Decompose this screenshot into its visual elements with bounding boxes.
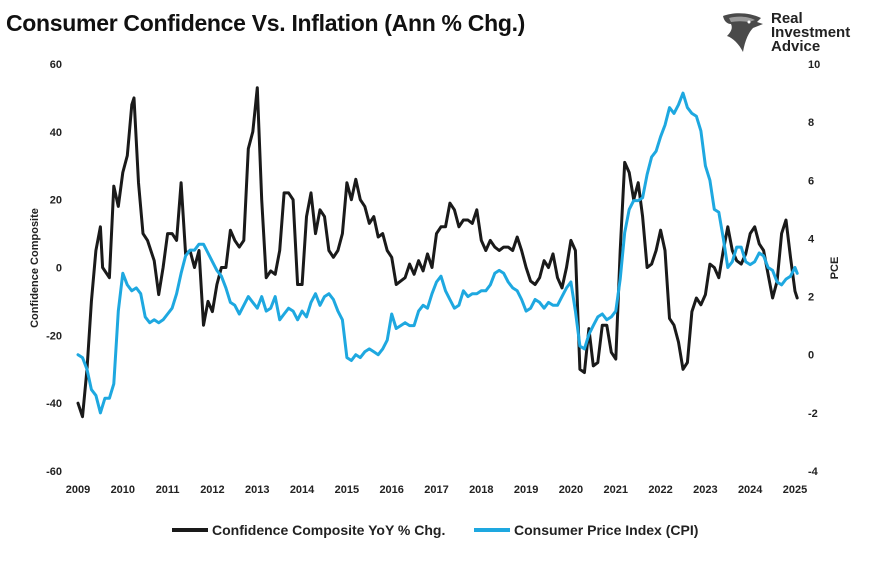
x-tick-label: 2016 [379,484,403,496]
x-tick-label: 2009 [66,484,90,496]
left-tick-label: 40 [50,127,62,139]
x-tick-label: 2023 [693,484,717,496]
legend-item-confidence: Confidence Composite YoY % Chg. [172,522,445,538]
y-axis-label-right: PCE [829,257,841,280]
right-tick-label: -4 [808,466,819,478]
right-tick-label: 2 [808,292,814,304]
right-tick-label: 8 [808,117,814,129]
brand-logo: Real Investment Advice [719,10,869,60]
left-tick-label: 0 [56,263,62,275]
x-tick-label: 2020 [559,484,583,496]
x-tick-label: 2014 [290,484,315,496]
x-tick-label: 2017 [424,484,448,496]
left-tick-label: -20 [46,330,62,342]
x-tick-label: 2015 [335,484,359,496]
chart-legend: Confidence Composite YoY % Chg. Consumer… [0,522,879,546]
logo-line1: Real [771,10,803,27]
legend-label-confidence: Confidence Composite YoY % Chg. [212,522,446,538]
series-line-cpi [76,91,799,415]
logo-line2: Investment [771,24,851,41]
right-axis-ticks: 10 8 6 4 2 0 -2 -4 [808,59,820,478]
right-tick-label: 10 [808,59,820,71]
x-tick-label: 2022 [648,484,672,496]
x-tick-label: 2024 [738,484,763,496]
right-tick-label: -2 [808,408,818,420]
x-tick-label: 2011 [156,484,180,496]
left-tick-label: 20 [50,195,62,207]
chart-title: Consumer Confidence Vs. Inflation (Ann %… [6,10,526,36]
x-tick-label: 2012 [200,484,224,496]
x-tick-label: 2013 [245,484,269,496]
right-tick-label: 6 [808,175,814,187]
series-line-confidence [76,86,799,419]
x-tick-label: 2018 [469,484,493,496]
left-tick-label: -40 [46,398,62,410]
right-tick-label: 0 [808,350,814,362]
left-axis-ticks: 60 40 20 0 -20 -40 -60 [46,59,62,478]
left-tick-label: -60 [46,466,62,478]
x-tick-label: 2021 [604,484,628,496]
x-tick-label: 2019 [514,484,538,496]
legend-swatch-confidence [172,528,208,533]
left-tick-label: 60 [50,59,62,71]
plot-area [76,86,799,419]
y-axis-label-left: Confidence Composite [29,208,41,328]
x-axis-ticks: 2009 2010 2011 2012 2013 2014 2015 2016 2017 2018… [66,484,807,496]
x-tick-label: 2025 [783,484,807,496]
right-tick-label: 4 [808,233,815,245]
logo-line3: Advice [771,38,821,55]
legend-item-cpi: Consumer Price Index (CPI) [474,522,698,538]
x-tick-label: 2010 [111,484,135,496]
legend-swatch-cpi [474,528,510,533]
legend-label-cpi: Consumer Price Index (CPI) [514,522,699,538]
eagle-head-logo-icon [723,13,763,52]
